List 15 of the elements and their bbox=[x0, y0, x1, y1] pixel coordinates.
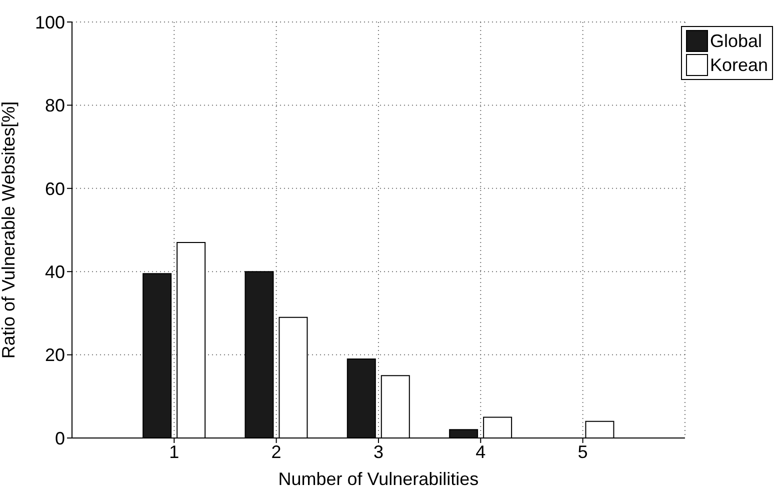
legend-label: Global bbox=[710, 30, 762, 53]
y-tick-label: 100 bbox=[34, 12, 65, 32]
x-tick-label: 3 bbox=[373, 442, 384, 462]
y-tick-label: 0 bbox=[54, 428, 65, 448]
y-tick-label: 40 bbox=[44, 262, 65, 282]
x-axis-title: Number of Vulnerabilities bbox=[278, 469, 479, 487]
y-tick-label: 20 bbox=[44, 345, 65, 366]
x-tick-label: 1 bbox=[169, 442, 180, 462]
y-axis-title: Ratio of Vulnerable Websites[%] bbox=[0, 101, 18, 359]
x-tick-label: 5 bbox=[578, 442, 588, 462]
x-tick-label: 2 bbox=[271, 442, 282, 462]
y-tick-label: 60 bbox=[44, 178, 65, 199]
y-tick-label: 80 bbox=[44, 96, 65, 116]
legend-label: Korean bbox=[710, 54, 768, 77]
x-tick-label: 4 bbox=[476, 442, 486, 462]
